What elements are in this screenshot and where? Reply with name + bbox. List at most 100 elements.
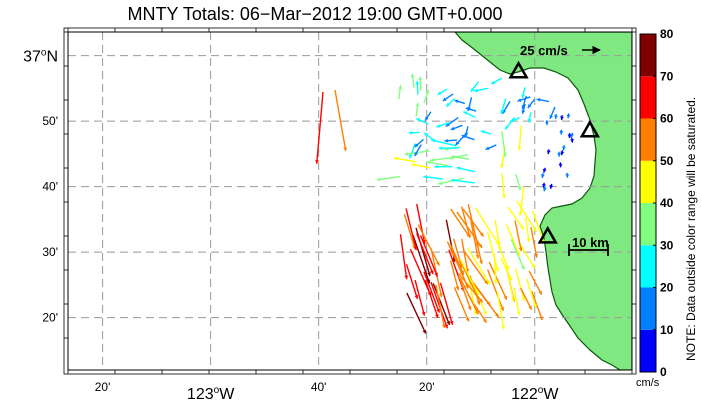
current-vector [530, 227, 539, 258]
frame-ticks [64, 28, 636, 374]
saturation-note: NOTE: Data outside color range will be s… [684, 97, 698, 361]
longitude-labels: 20' 123oW 40' 20' 122oW [95, 380, 560, 403]
current-vector [449, 260, 460, 291]
current-vector [496, 291, 506, 330]
current-vector [393, 156, 416, 163]
current-vector [464, 126, 469, 137]
current-vector [525, 278, 537, 308]
current-vector [487, 231, 499, 272]
radar-site-marker [508, 60, 529, 79]
current-vector [424, 111, 432, 121]
lat-label-3: 30' [42, 245, 58, 259]
current-vector [545, 120, 549, 126]
current-vector [470, 220, 480, 259]
current-vector [399, 234, 409, 280]
map-plot-area [68, 32, 632, 370]
current-vector [414, 138, 424, 148]
current-vector [415, 80, 420, 95]
colorbar-segment-7 [640, 34, 656, 77]
current-vector [567, 133, 572, 139]
current-vector [527, 98, 536, 109]
current-vector [450, 124, 463, 131]
colorbar-segment-5 [640, 118, 656, 161]
current-vector [500, 257, 513, 281]
graticule [68, 32, 632, 370]
scale-arrow-label: 25 cm/s [520, 43, 568, 58]
current-vector [459, 258, 480, 295]
current-vector [415, 117, 429, 125]
current-vector [518, 241, 536, 269]
current-vector [457, 275, 472, 311]
current-vector [459, 277, 479, 315]
current-vector [516, 200, 538, 233]
current-vector [505, 224, 521, 257]
lat-label-4: 20' [42, 311, 58, 325]
current-vector [413, 144, 422, 157]
current-vector [454, 99, 465, 105]
colorbar-tick-8: 80 [660, 27, 674, 41]
current-vector [461, 134, 475, 141]
colorbar-tick-0: 0 [660, 365, 667, 379]
current-vector [542, 167, 547, 173]
current-vector [467, 97, 473, 111]
current-vector [505, 265, 515, 302]
current-vector [445, 98, 455, 108]
colorbar-segment-6 [640, 76, 656, 119]
colorbar-tick-4: 40 [660, 196, 674, 210]
lon-label-0: 20' [95, 380, 111, 394]
current-vector [444, 138, 457, 143]
current-vector [457, 273, 484, 303]
colorbar-segment-3 [640, 203, 656, 246]
current-vector [557, 151, 561, 157]
current-vector [467, 204, 480, 248]
current-vector [515, 173, 522, 191]
lat-label-0: 37oN [23, 48, 58, 66]
current-vector [456, 211, 483, 249]
current-vector [549, 106, 556, 120]
current-vector [467, 248, 491, 285]
current-vector [423, 271, 441, 313]
current-vector [442, 93, 454, 102]
current-vector [424, 279, 439, 319]
current-vector [486, 269, 505, 312]
current-vector [513, 287, 521, 316]
lon-label-1: 123oW [187, 385, 235, 403]
current-vector [524, 217, 531, 243]
current-vector [480, 130, 492, 135]
colorbar-tick-7: 70 [660, 69, 674, 83]
current-vector [521, 87, 526, 99]
current-vector [415, 102, 420, 117]
current-vector [530, 290, 543, 321]
colorbar-unit: cm/s [636, 377, 660, 389]
colorbar-tick-6: 60 [660, 112, 674, 126]
page-title: MNTY Totals: 06−Mar−2012 19:00 GMT+0.000 [127, 4, 503, 24]
current-vector [528, 270, 543, 296]
current-vector [417, 224, 440, 266]
colorbar-segment-4 [640, 160, 656, 203]
current-vector [514, 220, 523, 252]
colorbar: 0 10 20 30 40 50 60 70 80 [639, 27, 674, 379]
current-vector [408, 143, 416, 159]
current-vector [438, 146, 459, 151]
current-vector [456, 166, 475, 173]
current-vector [472, 282, 500, 318]
current-vector [520, 287, 533, 310]
current-vector [397, 85, 403, 100]
current-vector [405, 264, 419, 300]
current-vector [501, 131, 507, 158]
current-vector [431, 138, 457, 147]
current-vector [542, 182, 546, 188]
current-vector [559, 129, 564, 135]
current-vector [501, 100, 511, 115]
current-vector [504, 116, 516, 130]
current-vector [437, 88, 448, 96]
lon-label-2: 40' [311, 380, 327, 394]
scale-bar-label: 10 km [572, 235, 609, 250]
current-vector [462, 208, 485, 237]
current-vector [445, 116, 459, 128]
scale-bar [568, 244, 609, 256]
current-vector [558, 162, 563, 168]
current-vector [432, 283, 451, 326]
latitude-labels: 37oN 50' 40' 30' 20' [23, 48, 58, 325]
current-vector [488, 261, 508, 300]
